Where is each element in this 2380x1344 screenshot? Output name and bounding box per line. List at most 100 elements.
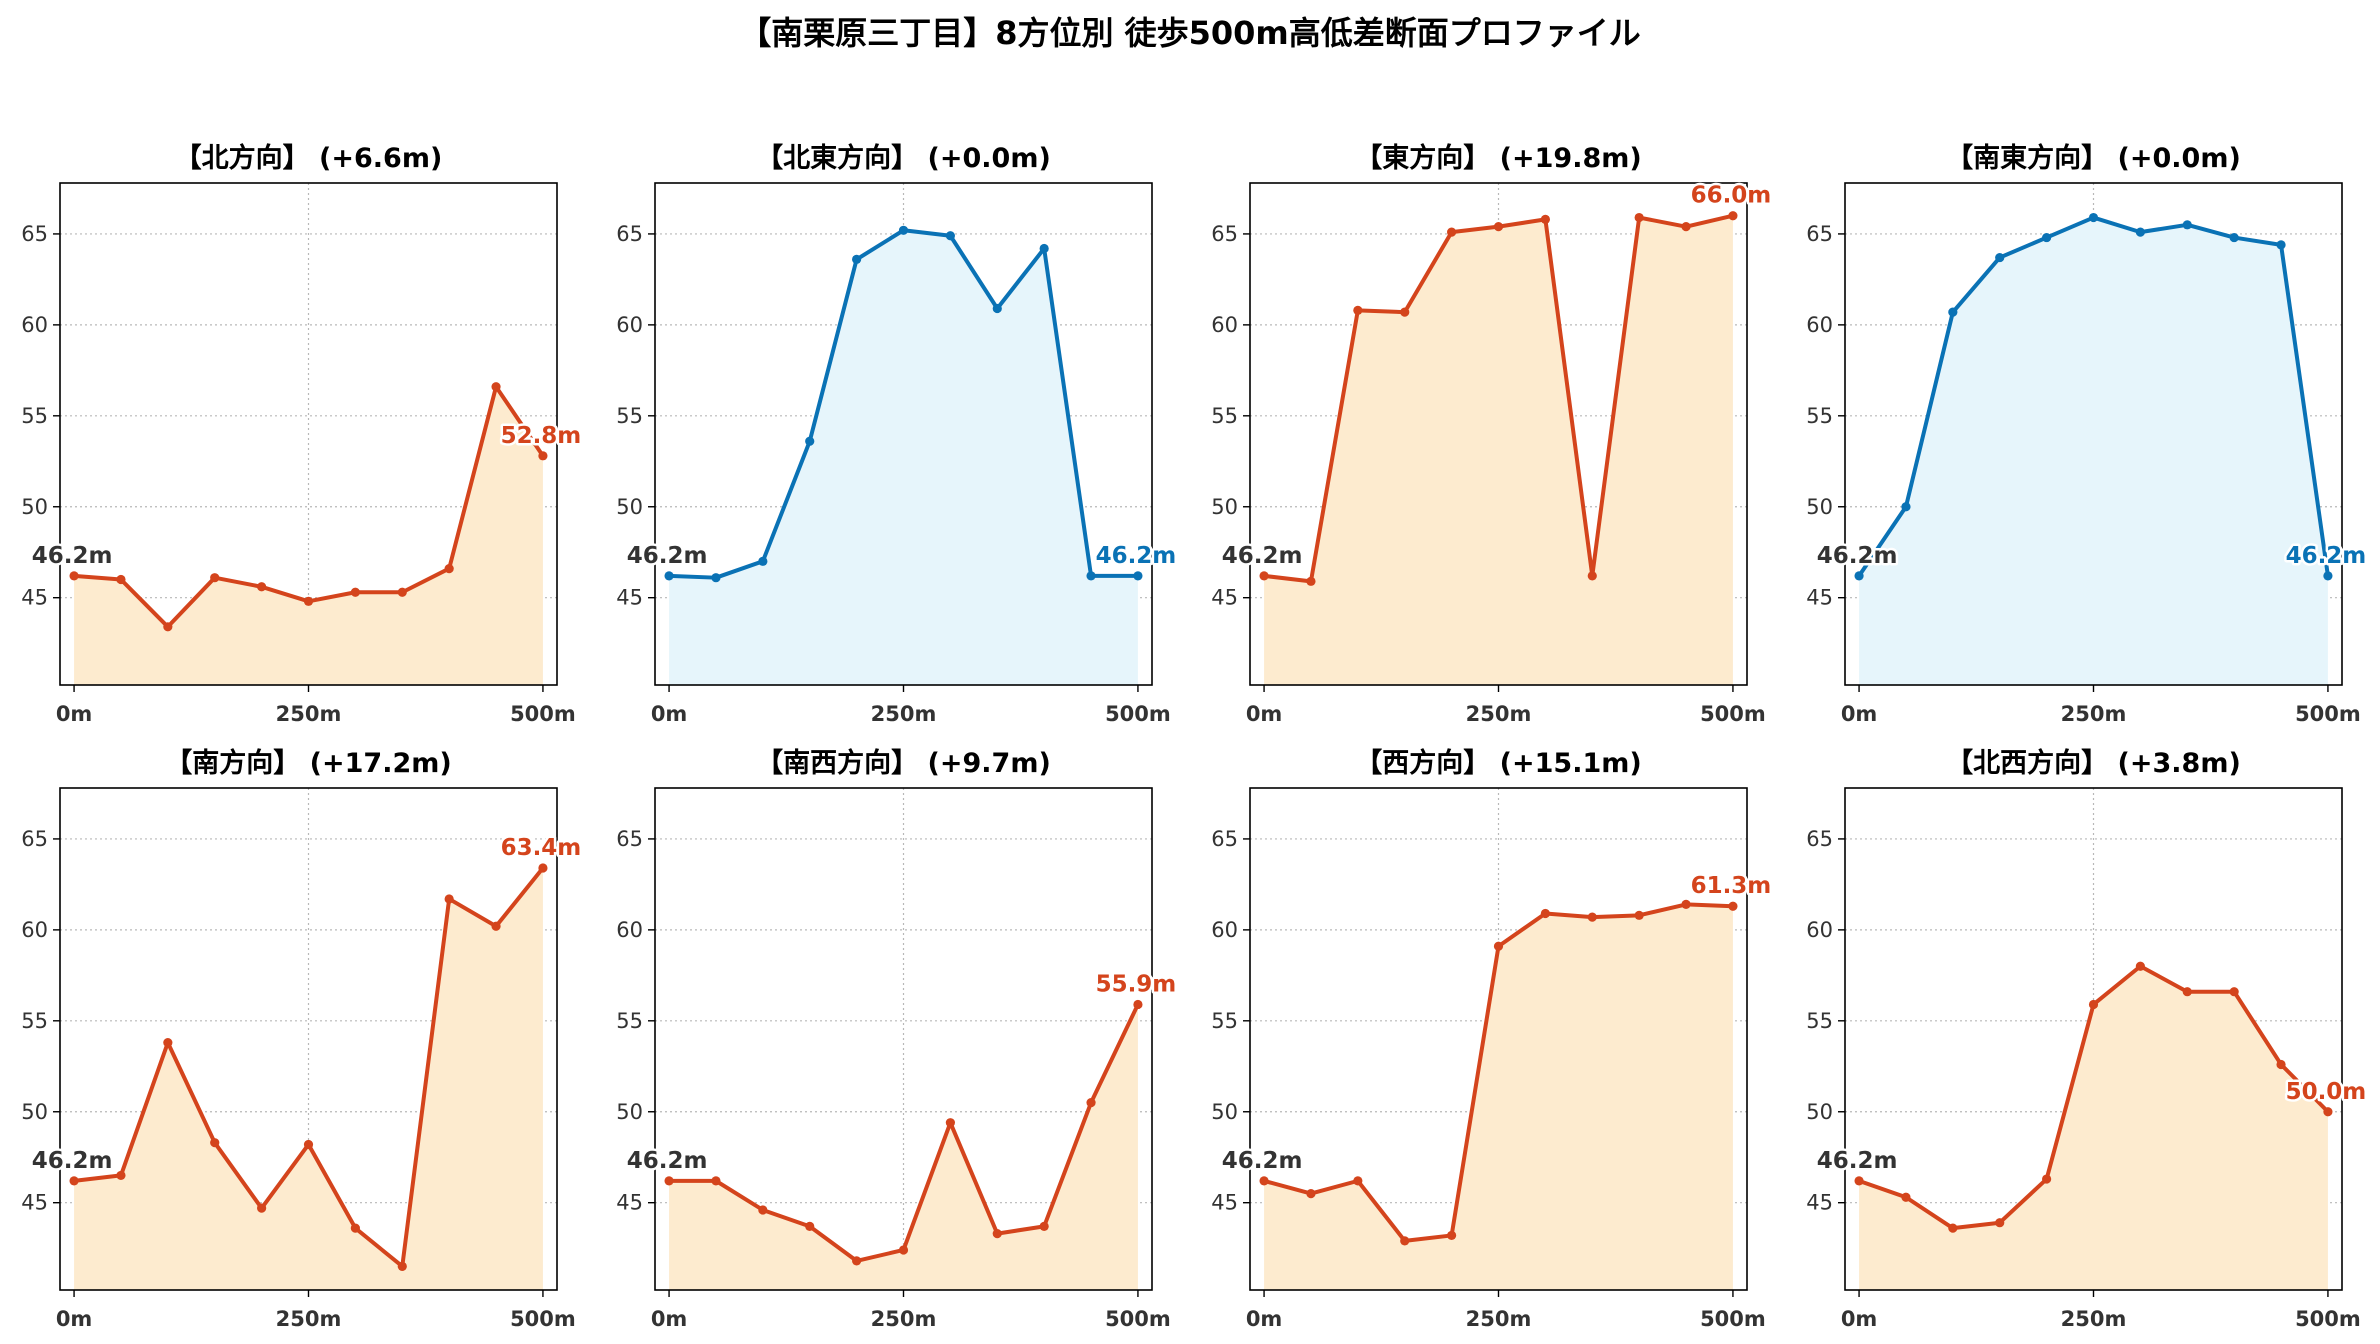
y-tick-label: 45 — [1806, 586, 1833, 610]
x-tick-label: 500m — [2295, 1307, 2361, 1331]
data-point — [1681, 899, 1691, 910]
data-point — [1133, 571, 1143, 581]
data-point — [711, 573, 721, 583]
figure-title: 【南栗原三丁目】8方位別 徒歩500m高低差断面プロファイル — [739, 14, 1641, 52]
y-tick-label: 65 — [1806, 827, 1833, 851]
data-point — [1447, 1230, 1457, 1241]
chart-panel-1: 【北方向】 (+6.6m) 45 50 55 60 65 0m 250m 500m 46.2m 52… — [21, 142, 584, 726]
data-point — [1086, 1098, 1096, 1108]
y-tick-label: 65 — [1211, 222, 1238, 246]
end-elevation-label: 63.4m — [501, 835, 582, 861]
data-point — [1086, 571, 1096, 581]
y-tick-label: 60 — [1211, 918, 1238, 942]
data-point — [2323, 571, 2333, 581]
panel-title: 【北東方向】 (+0.0m) — [756, 142, 1051, 174]
x-tick-label: 0m — [1246, 702, 1283, 726]
y-tick-label: 60 — [616, 918, 643, 942]
y-tick-label: 55 — [1806, 1009, 1833, 1033]
x-tick-label: 250m — [276, 702, 342, 726]
end-elevation-label: 66.0m — [1691, 183, 1772, 209]
data-point — [1901, 502, 1911, 512]
panel-title: 【西方向】 (+15.1m) — [1355, 747, 1641, 779]
data-point — [711, 1176, 721, 1186]
data-point — [1634, 910, 1644, 920]
y-tick-label: 65 — [21, 827, 48, 851]
data-point — [2042, 232, 2052, 243]
data-point — [1995, 252, 2005, 263]
data-point — [69, 1176, 79, 1186]
data-point — [1540, 214, 1550, 224]
panel-title: 【北方向】 (+6.6m) — [175, 142, 443, 174]
data-point — [350, 1223, 360, 1233]
data-point — [2229, 232, 2239, 243]
y-tick-label: 50 — [1806, 1100, 1833, 1124]
x-tick-label: 500m — [1105, 702, 1171, 726]
chart-panel-3: 【東方向】 (+19.8m) 45 50 55 60 65 0m 250m 500m 46.2m 6… — [1211, 142, 1774, 726]
data-point — [1854, 571, 1864, 581]
data-point — [2229, 987, 2239, 997]
y-tick-label: 50 — [616, 495, 643, 519]
data-point — [805, 436, 815, 446]
panel-title: 【南西方向】 (+9.7m) — [756, 747, 1051, 779]
chart-panel-5: 【南方向】 (+17.2m) 45 50 55 60 65 0m 250m 500m 46.2m 6… — [21, 747, 584, 1331]
x-tick-label: 0m — [56, 1307, 93, 1331]
data-point — [945, 231, 955, 241]
profile-area — [1859, 966, 2328, 1290]
y-tick-label: 55 — [21, 1009, 48, 1033]
data-point — [1306, 576, 1316, 586]
y-tick-label: 65 — [1211, 827, 1238, 851]
data-point — [992, 303, 1002, 314]
data-point — [1039, 243, 1049, 254]
end-elevation-label: 46.2m — [2286, 543, 2367, 569]
profile-area — [74, 868, 543, 1290]
data-point — [1634, 212, 1644, 223]
data-point — [945, 1118, 955, 1128]
data-point — [898, 225, 909, 235]
y-tick-label: 45 — [1211, 586, 1238, 610]
x-tick-label: 250m — [1466, 1307, 1532, 1331]
data-point — [397, 1261, 407, 1271]
y-tick-label: 60 — [21, 313, 48, 337]
data-point — [1728, 901, 1738, 911]
profile-area — [74, 386, 543, 685]
panel-title: 【南方向】 (+17.2m) — [165, 747, 451, 779]
y-tick-label: 60 — [1806, 918, 1833, 942]
data-point — [2276, 1059, 2286, 1070]
data-point — [163, 622, 173, 632]
y-tick-label: 65 — [616, 827, 643, 851]
data-point — [1995, 1218, 2005, 1228]
y-tick-label: 50 — [1211, 1100, 1238, 1124]
y-tick-label: 45 — [1211, 1191, 1238, 1215]
data-point — [758, 1205, 768, 1215]
data-point — [1681, 222, 1691, 232]
y-tick-label: 60 — [616, 313, 643, 337]
data-point — [397, 587, 407, 597]
x-tick-label: 250m — [2061, 702, 2127, 726]
data-point — [1039, 1221, 1049, 1231]
x-tick-label: 250m — [871, 1307, 937, 1331]
x-tick-label: 250m — [276, 1307, 342, 1331]
data-point — [2182, 220, 2192, 230]
x-tick-label: 500m — [1700, 1307, 1766, 1331]
end-elevation-label: 55.9m — [1096, 971, 1177, 997]
data-point — [2042, 1174, 2052, 1184]
data-point — [664, 571, 674, 581]
profile-area — [1859, 217, 2328, 685]
x-tick-label: 0m — [1246, 1307, 1283, 1331]
x-tick-label: 0m — [651, 1307, 688, 1331]
y-tick-label: 65 — [616, 222, 643, 246]
data-point — [1587, 912, 1597, 922]
x-tick-label: 0m — [1841, 1307, 1878, 1331]
chart-panel-2: 【北東方向】 (+0.0m) 45 50 55 60 65 0m 250m 500m 46.2m 4… — [616, 142, 1179, 726]
y-tick-label: 55 — [616, 1009, 643, 1033]
y-tick-label: 60 — [1806, 313, 1833, 337]
end-elevation-label: 50.0m — [2286, 1079, 2367, 1105]
data-point — [1901, 1192, 1911, 1202]
data-point — [805, 1221, 815, 1231]
data-point — [1540, 908, 1550, 919]
data-point — [898, 1245, 909, 1255]
data-point — [538, 863, 548, 873]
end-elevation-label: 46.2m — [1096, 543, 1177, 569]
start-elevation-label: 46.2m — [1817, 543, 1898, 569]
data-point — [1728, 211, 1738, 221]
